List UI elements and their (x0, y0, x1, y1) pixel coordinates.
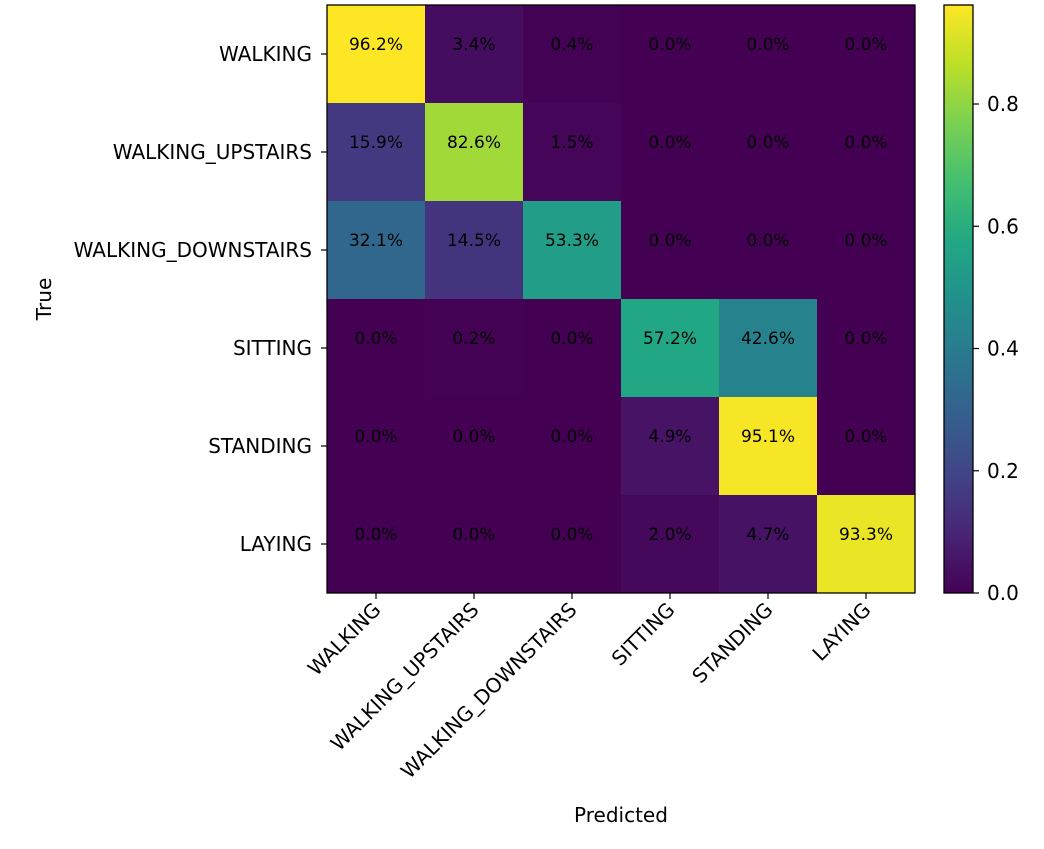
cell-value-label: 0.0% (844, 133, 887, 153)
heatmap-cell (523, 5, 622, 104)
cell-value-label: 0.4% (550, 35, 593, 55)
cell-value-label: 0.0% (746, 133, 789, 153)
y-axis-ticks: WALKING WALKING_UPSTAIRS WALKING_DOWNSTAIR… (74, 42, 327, 556)
cell-value-label: 0.0% (746, 35, 789, 55)
cell-value-label: 0.0% (550, 525, 593, 545)
y-tick-label: WALKING_DOWNSTAIRS (74, 238, 312, 262)
heatmap-cell (817, 103, 916, 202)
y-tick-label: STANDING (208, 434, 312, 458)
heatmap-cell (621, 495, 720, 594)
colorbar-tick-label: 0.6 (987, 214, 1019, 238)
cell-value-label: 0.2% (452, 329, 495, 349)
cell-value-label: 3.4% (452, 35, 495, 55)
cell-value-label: 1.5% (550, 133, 593, 153)
heatmap-cell (621, 201, 720, 300)
cell-value-label: 0.0% (746, 231, 789, 251)
heatmap-cell (523, 299, 622, 398)
y-tick-label: LAYING (240, 532, 312, 556)
heatmap-cell (719, 495, 818, 594)
cell-value-label: 0.0% (844, 427, 887, 447)
heatmap-cell (817, 495, 916, 594)
cell-value-label: 0.0% (844, 329, 887, 349)
colorbar-tick-label: 0.4 (987, 337, 1019, 361)
heatmap-cell (425, 201, 524, 300)
cell-value-label: 0.0% (354, 329, 397, 349)
cell-value-label: 14.5% (447, 231, 501, 251)
heatmap-cell (621, 5, 720, 104)
x-tick-label: SITTING (607, 598, 680, 671)
heatmap-cell (719, 5, 818, 104)
cell-value-label: 95.1% (741, 427, 795, 447)
heatmap-cell (719, 201, 818, 300)
colorbar-tick-label: 0.8 (987, 92, 1019, 116)
colorbar-tick-label: 0.2 (987, 459, 1019, 483)
cell-value-label: 0.0% (550, 427, 593, 447)
cell-value-label: 0.0% (844, 35, 887, 55)
heatmap-cell (523, 397, 622, 496)
heatmap-cell (817, 397, 916, 496)
heatmap-cell (425, 299, 524, 398)
x-tick-label: WALKING (303, 598, 386, 681)
cell-value-label: 2.0% (648, 525, 691, 545)
colorbar-ticks: 0.0 0.2 0.4 0.6 0.8 (973, 92, 1019, 605)
heatmap-cells: 96.2% 3.4% 0.4% 0.0% 0.0% 0.0% 15.9% 82.6% 1.5% 0… (327, 5, 916, 594)
cell-value-label: 32.1% (349, 231, 403, 251)
heatmap-cell (327, 495, 426, 594)
cell-value-label: 0.0% (648, 133, 691, 153)
heatmap-cell (719, 299, 818, 398)
y-axis-label: True (32, 278, 56, 321)
cell-value-label: 0.0% (550, 329, 593, 349)
cell-value-label: 57.2% (643, 329, 697, 349)
cell-value-label: 0.0% (844, 231, 887, 251)
cell-value-label: 96.2% (349, 35, 403, 55)
heatmap-cell (523, 495, 622, 594)
x-tick-label: STANDING (687, 598, 777, 688)
colorbar-tick-label: 0.0 (987, 581, 1019, 605)
x-axis-ticks: WALKINGWALKING_UPSTAIRSWALKING_DOWNSTAIR… (303, 593, 876, 783)
heatmap-cell (621, 103, 720, 202)
y-tick-label: WALKING_UPSTAIRS (113, 140, 312, 164)
x-tick-label: WALKING_DOWNSTAIRS (396, 598, 582, 784)
plot-frame (326, 4, 916, 594)
heatmap-cell (621, 397, 720, 496)
cell-value-label: 15.9% (349, 133, 403, 153)
heatmap-cell (523, 103, 622, 202)
heatmap-cell (719, 397, 818, 496)
cell-value-label: 53.3% (545, 231, 599, 251)
cell-value-label: 4.9% (648, 427, 691, 447)
colorbar (943, 4, 974, 594)
x-tick-label: LAYING (807, 598, 875, 666)
heatmap-cell (621, 299, 720, 398)
heatmap-cell (327, 397, 426, 496)
heatmap-cell (817, 5, 916, 104)
y-tick-label: SITTING (233, 336, 312, 360)
heatmap-cell (327, 201, 426, 300)
cell-value-label: 0.0% (452, 525, 495, 545)
heatmap-cell (425, 103, 524, 202)
cell-value-label: 0.0% (648, 231, 691, 251)
heatmap-cell (719, 103, 818, 202)
cell-value-label: 0.0% (648, 35, 691, 55)
cell-value-label: 82.6% (447, 133, 501, 153)
heatmap-cell (327, 5, 426, 104)
heatmap-cell (523, 201, 622, 300)
heatmap-cell (817, 201, 916, 300)
cell-value-label: 42.6% (741, 329, 795, 349)
heatmap-cell (817, 299, 916, 398)
heatmap-cell (425, 397, 524, 496)
cell-value-label: 0.0% (452, 427, 495, 447)
cell-value-label: 93.3% (839, 525, 893, 545)
y-tick-label: WALKING (219, 42, 312, 66)
cell-value-label: 0.0% (354, 525, 397, 545)
heatmap-cell (327, 103, 426, 202)
cell-value-label: 0.0% (354, 427, 397, 447)
heatmap-cell (327, 299, 426, 398)
cell-value-label: 4.7% (746, 525, 789, 545)
heatmap-cell (425, 495, 524, 594)
x-axis-label: Predicted (574, 803, 668, 827)
heatmap-cell (425, 5, 524, 104)
